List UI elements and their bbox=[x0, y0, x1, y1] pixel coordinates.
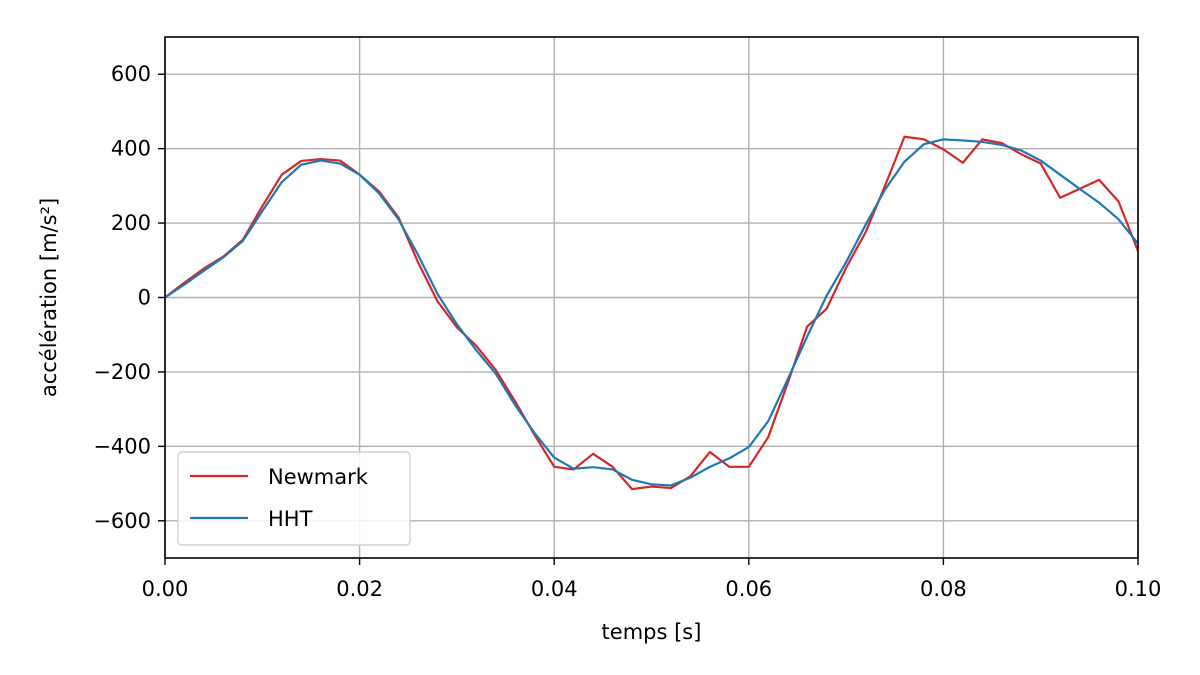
x-tick-label: 0.10 bbox=[1115, 577, 1162, 601]
series-lines bbox=[164, 135, 1140, 491]
y-tick-label: −200 bbox=[93, 360, 151, 384]
y-axis-title: accélération [m/s²] bbox=[37, 198, 61, 397]
x-tick-label: 0.00 bbox=[142, 577, 189, 601]
x-tick-label: 0.08 bbox=[920, 577, 967, 601]
y-tick-label: 200 bbox=[111, 211, 151, 235]
legend-label-newmark: Newmark bbox=[268, 465, 369, 489]
y-tick-label: 400 bbox=[111, 137, 151, 161]
axis-ticks: 0.00 0.02 0.04 0.06 0.08 0.10 −600 −400 −200 0 200… bbox=[93, 62, 1161, 601]
series-line-hht bbox=[164, 138, 1139, 487]
x-tick-label: 0.04 bbox=[531, 577, 578, 601]
y-tick-label: 0 bbox=[138, 286, 151, 310]
y-tick-label: −600 bbox=[93, 509, 151, 533]
y-tick-label: 600 bbox=[111, 62, 151, 86]
x-tick-label: 0.06 bbox=[725, 577, 772, 601]
x-tick-label: 0.02 bbox=[336, 577, 383, 601]
legend-label-hht: HHT bbox=[268, 507, 313, 531]
series-line-newmark bbox=[164, 135, 1140, 491]
x-axis-title: temps [s] bbox=[602, 620, 702, 644]
y-tick-label: −400 bbox=[93, 434, 151, 458]
legend: Newmark HHT bbox=[177, 451, 411, 546]
